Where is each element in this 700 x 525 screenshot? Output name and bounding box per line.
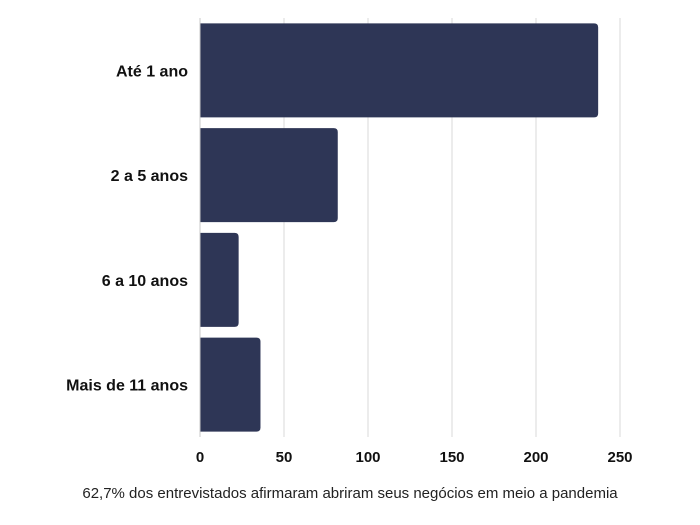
bars xyxy=(200,23,599,432)
category-label-3: 6 a 10 anos xyxy=(102,273,188,290)
chart-caption: 62,7% dos entrevistados afirmaram abrira… xyxy=(82,485,618,502)
bar-3 xyxy=(200,232,239,327)
category-label-4: Mais de 11 anos xyxy=(66,378,188,395)
category-label-1: Até 1 ano xyxy=(116,63,188,80)
x-tick-labels: 0 50 100 150 200 250 xyxy=(196,449,633,466)
category-labels: Até 1 ano 2 a 5 anos 6 a 10 anos Mais de 11… xyxy=(66,63,188,394)
x-tick-label-200: 200 xyxy=(523,449,548,466)
x-tick-label-250: 250 xyxy=(607,449,632,466)
bar-2 xyxy=(200,128,338,223)
bar-1 xyxy=(200,23,599,118)
x-tick-label-0: 0 xyxy=(196,449,204,466)
x-tick-label-100: 100 xyxy=(355,449,380,466)
x-tick-label-150: 150 xyxy=(439,449,464,466)
x-tick-label-50: 50 xyxy=(276,449,293,466)
category-label-2: 2 a 5 anos xyxy=(111,168,188,185)
bar-4 xyxy=(200,337,261,432)
